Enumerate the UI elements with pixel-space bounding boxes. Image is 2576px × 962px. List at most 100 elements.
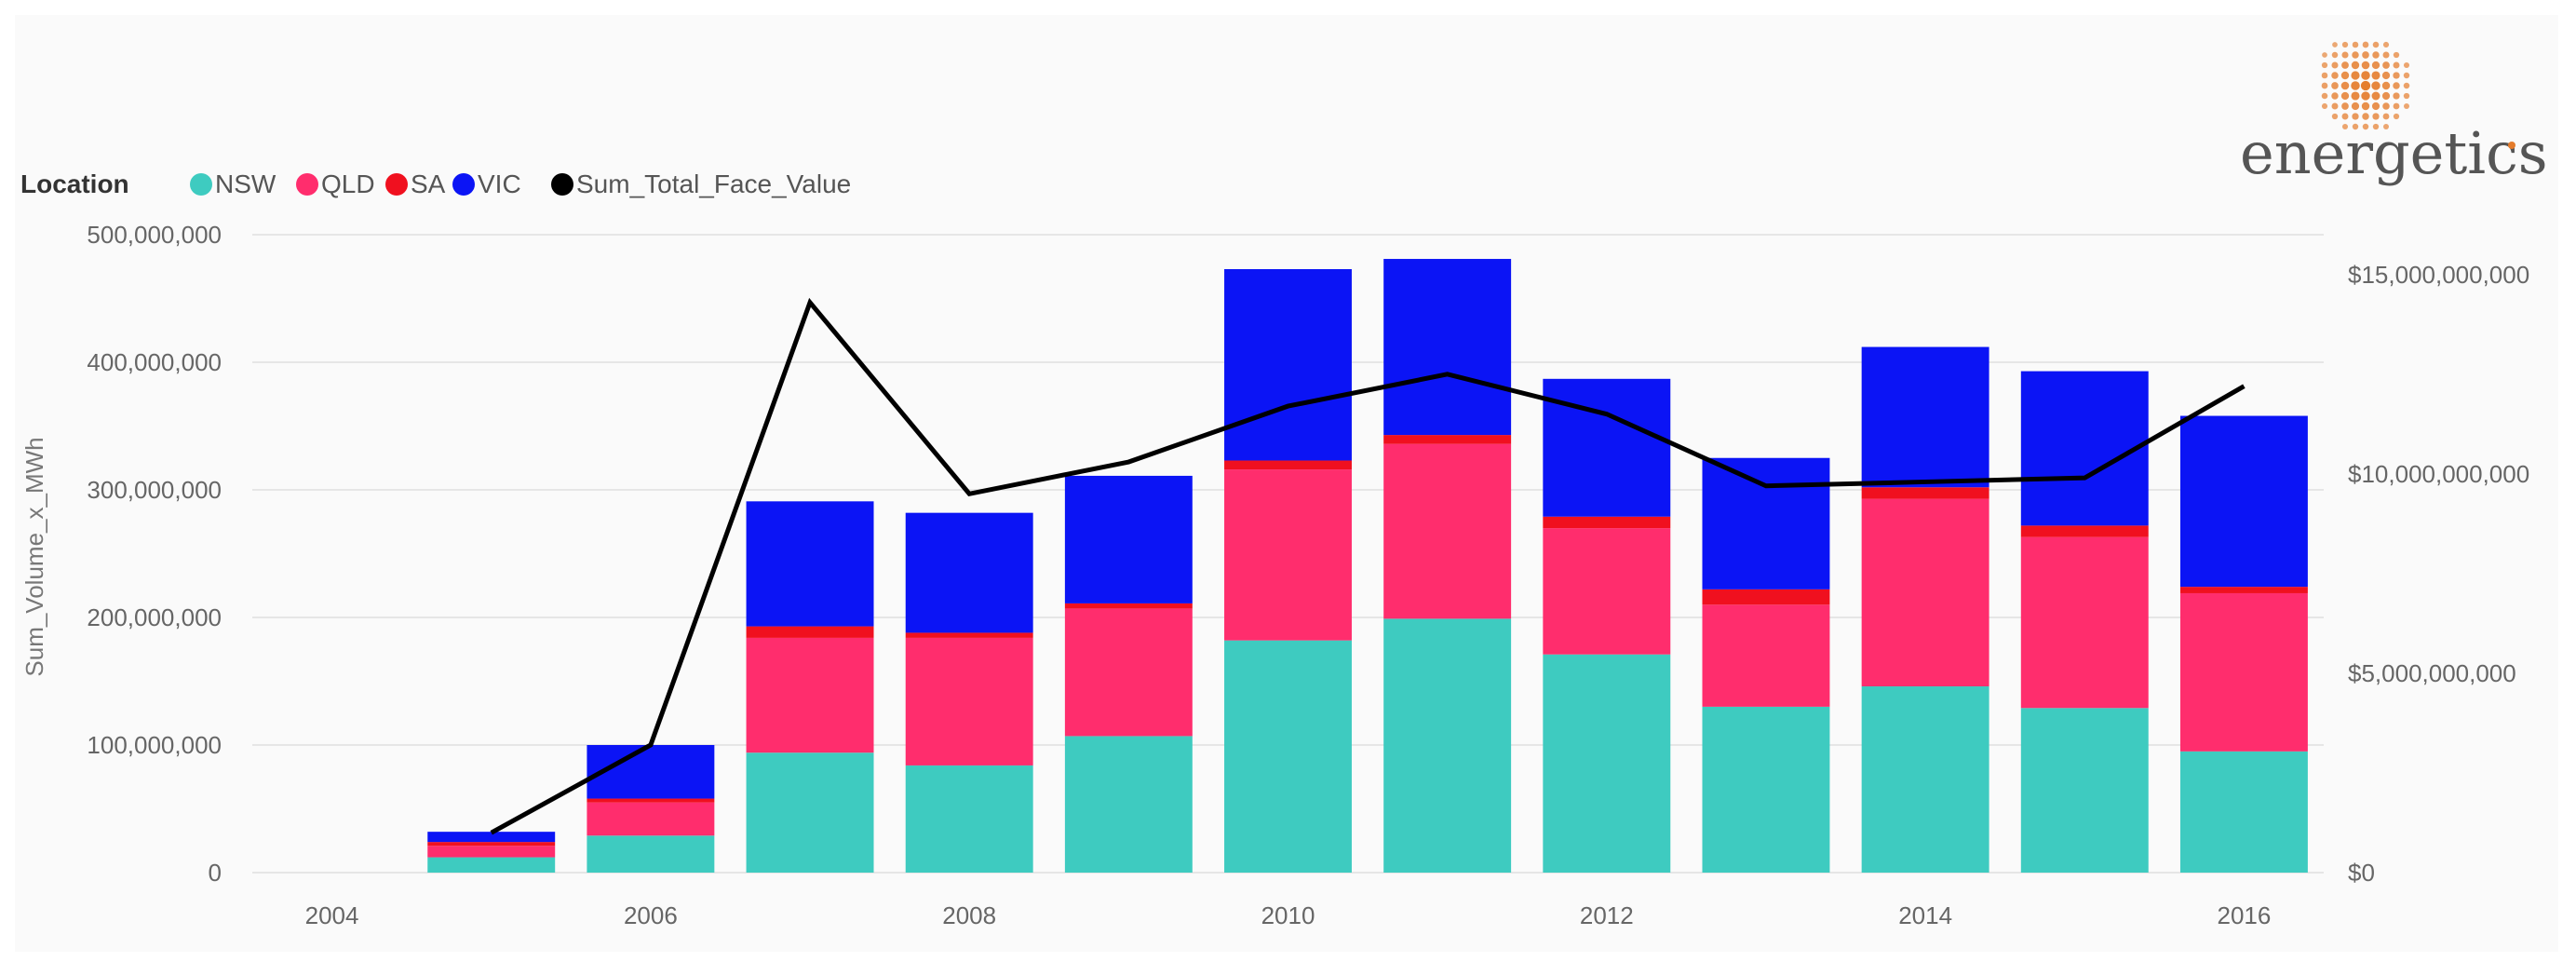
bar-nsw-2007 [746,752,874,873]
bar-vic-2015 [2020,371,2149,526]
y-tick-label: 200,000,000 [87,603,222,631]
x-tick-label: 2016 [2218,901,2272,929]
bars [427,259,2308,873]
bar-qld-2015 [2020,536,2149,709]
y-tick-label: 0 [209,859,222,887]
x-tick-label: 2004 [305,901,359,929]
y-tick-label: 100,000,000 [87,731,222,759]
logo-dot [2331,92,2339,100]
bar-sa-2011 [1383,435,1512,444]
y-axis-title: Sum_Volume_x_MWh [20,437,48,676]
logo-dot [2352,123,2359,130]
logo-dot [2341,51,2349,59]
logo-dot [2351,91,2360,101]
logo-dot [2351,81,2360,90]
legend-item-sa[interactable]: SA [385,169,446,198]
bar-vic-2010 [1224,268,1352,461]
legend: Location NSW QLD SA VIC Sum_Total_Face_Value [20,169,851,198]
x-tick-label: 2006 [624,901,678,929]
bar-sa-2013 [1702,589,1830,605]
bar-qld-2014 [1861,498,1989,686]
logo-dot [2361,91,2370,101]
bar-vic-2016 [2179,415,2308,588]
legend-label: QLD [321,169,375,198]
bar-qld-2007 [746,637,874,753]
logo-dot [2372,41,2380,48]
x-tick-label: 2010 [1261,901,1315,929]
logo-dot [2403,72,2410,79]
logo-dot [2322,52,2327,58]
logo-dot [2352,51,2359,59]
logo-dot [2362,51,2369,59]
bar-sa-2006 [587,798,715,803]
bar-vic-2006 [587,745,715,799]
x-tick-label: 2012 [1580,901,1634,929]
logo-dot [2382,51,2390,59]
bar-qld-2008 [905,637,1033,766]
logo-dot [2340,81,2350,90]
logo-dot [2381,71,2391,80]
y-axis-left: 0 100,000,000 200,000,000 300,000,000 400,00… [87,221,222,887]
logo-dot [2331,102,2339,110]
line-sum-total-face-value [490,297,2246,835]
bar-sa-2010 [1224,460,1352,470]
bar-nsw-2016 [2179,751,2308,873]
y-tick-label: 400,000,000 [87,348,222,376]
logo-dot [2351,71,2360,80]
bar-vic-2007 [746,501,874,627]
legend-label: NSW [215,169,276,198]
logo-dot [2382,41,2390,48]
y-tick-label: 300,000,000 [87,476,222,504]
bar-vic-2013 [1702,457,1830,589]
bar-sa-2012 [1543,516,1671,529]
bar-nsw-2014 [1861,685,1989,873]
logo-dot [2371,61,2380,70]
legend-marker [296,173,318,196]
logo-dot [2371,81,2380,90]
bar-sa-2014 [1861,487,1989,499]
legend-item-vic[interactable]: VIC [452,169,521,198]
logo-dot [2371,71,2380,80]
logo-dot [2393,82,2400,89]
logo-dot [2371,102,2380,111]
bar-vic-2012 [1543,378,1671,517]
logo-dot [2340,91,2350,101]
bar-nsw-2011 [1383,618,1512,873]
legend-item-nsw[interactable]: NSW [190,169,276,198]
logo-dot [2341,102,2349,110]
bar-sa-2008 [905,632,1033,638]
logo-dot [2393,102,2400,110]
logo-dot [2393,92,2400,100]
bar-vic-2014 [1861,346,1989,488]
logo-dot [2352,113,2359,120]
x-tick-label: 2008 [942,901,996,929]
legend-item-qld[interactable]: QLD [296,169,375,198]
orange-dot-sphere-icon [2321,41,2410,130]
logo-dot [2341,123,2349,130]
legend-item-sum-total-face-value[interactable]: Sum_Total_Face_Value [551,169,851,198]
bar-nsw-2006 [587,835,715,873]
logo-dot [2403,82,2410,89]
logo-dot [2321,72,2328,79]
y-tick-label: 500,000,000 [87,221,222,249]
bar-qld-2005 [427,846,556,858]
bar-vic-2008 [905,512,1033,633]
logo-dot [2351,102,2360,111]
logo-dot [2331,82,2339,89]
bar-nsw-2005 [427,857,556,873]
logo-dot [2382,113,2390,120]
bar-vic-2005 [427,832,556,843]
logo-dot [2321,82,2328,89]
logo-dot [2381,81,2391,90]
bar-sa-2015 [2020,525,2149,537]
bar-vic-2009 [1064,475,1193,603]
bar-sa-2007 [746,626,874,638]
legend-label: SA [411,169,446,198]
face-value-line [490,297,2246,835]
logo-dot [2321,61,2328,69]
bar-nsw-2015 [2020,708,2149,873]
bar-qld-2016 [2179,592,2308,752]
bar-qld-2011 [1383,443,1512,619]
logo-dot [2381,91,2391,101]
x-axis: 2004 2006 2008 2010 2012 2014 2016 [305,901,2272,929]
